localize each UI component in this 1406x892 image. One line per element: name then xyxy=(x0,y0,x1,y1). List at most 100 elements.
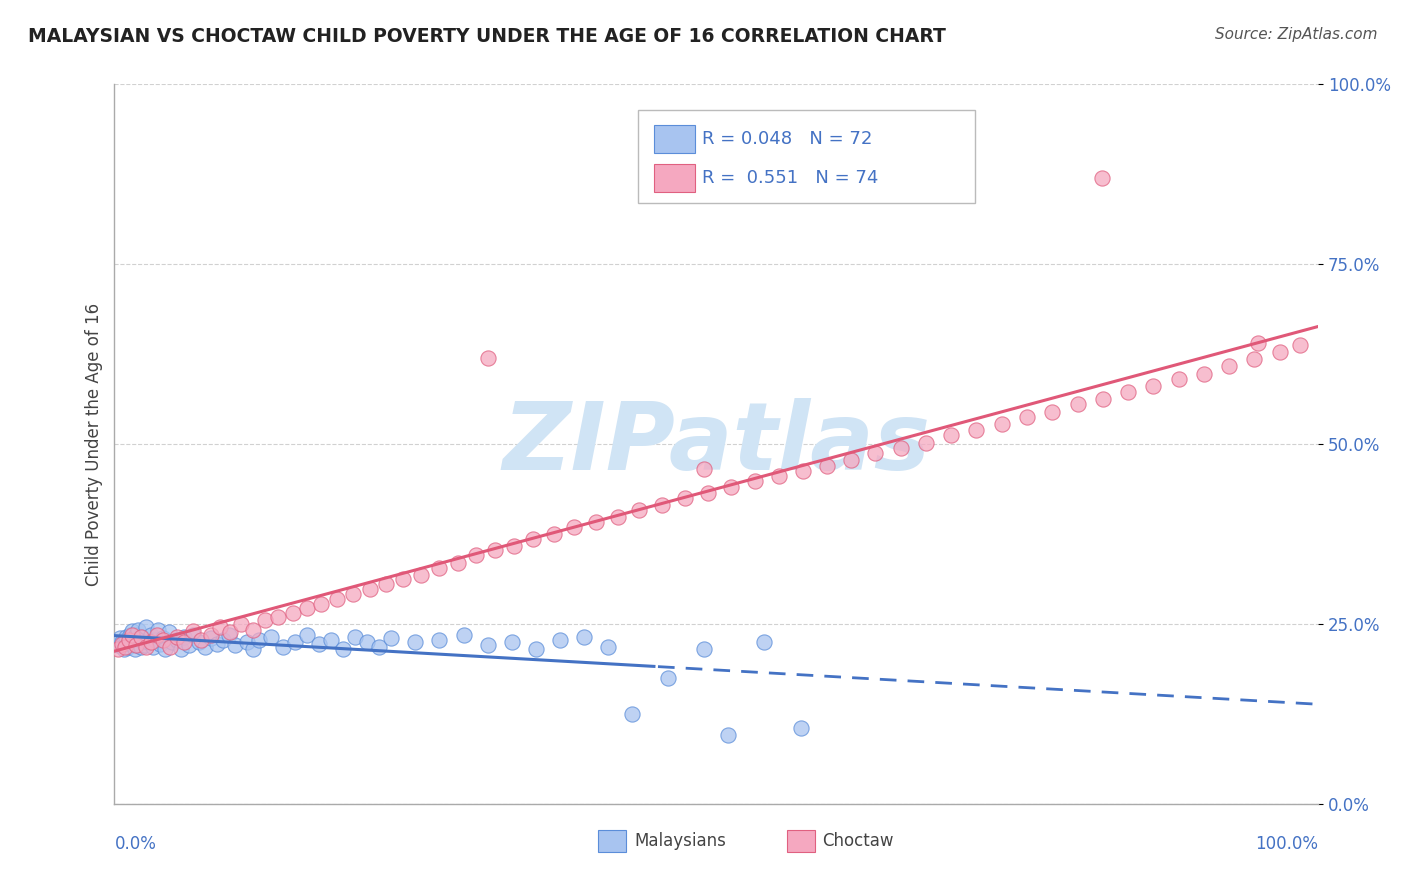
Point xyxy=(143,632,166,647)
Point xyxy=(380,631,402,645)
Point xyxy=(121,624,143,638)
Point xyxy=(129,630,152,644)
Point xyxy=(120,637,142,651)
Point xyxy=(484,543,506,558)
Point xyxy=(129,640,152,654)
Point xyxy=(939,428,962,442)
Point xyxy=(128,632,150,647)
Point xyxy=(1268,345,1291,359)
Point xyxy=(1289,338,1312,352)
Point xyxy=(181,624,204,638)
Point xyxy=(242,623,264,637)
Point xyxy=(965,423,987,437)
Point xyxy=(477,638,499,652)
Point xyxy=(717,728,740,742)
Point xyxy=(342,586,364,600)
Point xyxy=(139,627,162,641)
Point xyxy=(181,627,204,641)
Point xyxy=(173,630,195,644)
Text: 0.0%: 0.0% xyxy=(114,835,156,853)
Point xyxy=(744,475,766,489)
Point xyxy=(135,640,157,654)
Point xyxy=(392,572,415,586)
Point xyxy=(152,632,174,647)
Point xyxy=(1192,367,1215,381)
Point xyxy=(1116,385,1139,400)
Point xyxy=(127,638,149,652)
Point xyxy=(120,627,142,641)
Point xyxy=(572,630,595,644)
Point xyxy=(166,632,188,647)
Point xyxy=(127,623,149,637)
Point xyxy=(117,640,139,654)
Point xyxy=(657,671,679,685)
Point xyxy=(125,627,148,641)
Point xyxy=(190,632,212,647)
Text: Choctaw: Choctaw xyxy=(821,832,893,850)
FancyBboxPatch shape xyxy=(654,163,695,193)
Point xyxy=(224,638,246,652)
Point xyxy=(792,464,814,478)
Point xyxy=(107,642,129,657)
Point xyxy=(865,445,887,459)
Point xyxy=(651,498,673,512)
Point xyxy=(839,452,862,467)
Point xyxy=(368,640,391,654)
Point xyxy=(209,620,232,634)
Point xyxy=(524,642,547,657)
Point xyxy=(142,640,165,654)
Point xyxy=(606,510,628,524)
Point xyxy=(194,640,217,654)
Point xyxy=(596,640,619,654)
Point xyxy=(200,631,222,645)
Point xyxy=(326,591,349,606)
Point xyxy=(118,634,141,648)
Point xyxy=(543,527,565,541)
Point xyxy=(211,632,233,647)
Point xyxy=(1167,372,1189,386)
Point xyxy=(696,486,718,500)
Point xyxy=(114,632,136,647)
Text: ZIPatlas: ZIPatlas xyxy=(502,398,931,490)
Point xyxy=(990,417,1012,431)
Point xyxy=(1218,359,1240,374)
Text: Malaysians: Malaysians xyxy=(634,832,727,850)
Point xyxy=(548,632,571,647)
Point xyxy=(267,609,290,624)
Point xyxy=(429,632,451,647)
Point xyxy=(693,462,716,476)
Point xyxy=(914,435,936,450)
Text: MALAYSIAN VS CHOCTAW CHILD POVERTY UNDER THE AGE OF 16 CORRELATION CHART: MALAYSIAN VS CHOCTAW CHILD POVERTY UNDER… xyxy=(28,27,946,45)
Text: 100.0%: 100.0% xyxy=(1256,835,1319,853)
Point xyxy=(260,630,283,644)
Point xyxy=(229,616,252,631)
Point xyxy=(125,638,148,652)
Point xyxy=(139,634,162,648)
Point xyxy=(124,642,146,657)
Point xyxy=(146,623,169,637)
Point xyxy=(153,642,176,657)
Point xyxy=(446,556,468,570)
Point xyxy=(157,625,180,640)
Point xyxy=(114,640,136,654)
Point xyxy=(411,567,433,582)
Point xyxy=(789,721,811,735)
Point xyxy=(359,582,381,597)
Point xyxy=(122,632,145,647)
Text: R = 0.048   N = 72: R = 0.048 N = 72 xyxy=(702,130,872,148)
Point xyxy=(477,351,499,365)
Point xyxy=(218,627,240,641)
Point xyxy=(1066,397,1088,411)
Point xyxy=(562,519,585,533)
Point xyxy=(159,640,181,654)
Point xyxy=(889,441,911,455)
Point xyxy=(1091,392,1114,407)
Point xyxy=(173,634,195,648)
Point xyxy=(464,549,486,563)
Point xyxy=(404,634,426,648)
Point xyxy=(284,634,307,648)
Point xyxy=(111,637,134,651)
Point xyxy=(281,606,304,620)
Point xyxy=(205,637,228,651)
Point xyxy=(145,627,167,641)
